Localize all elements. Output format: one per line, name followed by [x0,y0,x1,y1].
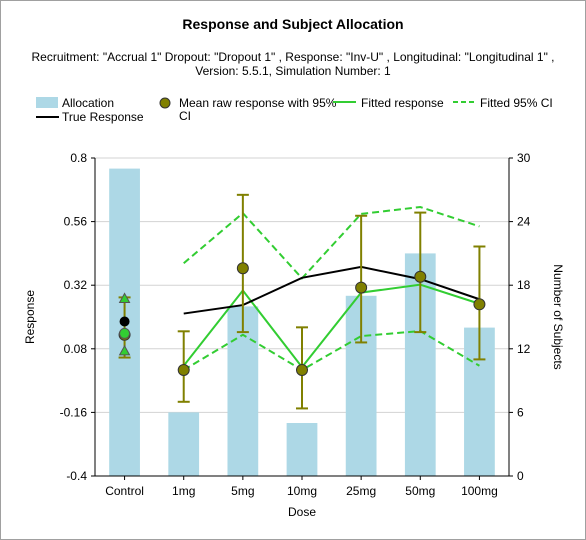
x-tick-label: 50mg [405,484,435,498]
legend-allocation-label: Allocation [62,96,114,110]
y2-tick-label: 30 [517,151,531,165]
x-tick-label: 5mg [231,484,254,498]
y2-tick-label: 6 [517,405,524,419]
legend-ci-label: Fitted 95% CI [480,96,553,110]
legend-mean-marker [159,97,171,109]
y-tick-label: 0.32 [64,278,88,292]
y-tick-label: 0.8 [70,151,87,165]
chart-title: Response and Subject Allocation [182,16,404,32]
control-true-response-marker [119,316,130,327]
y2-tick-label: 18 [517,278,531,292]
fitted-ci-lower-line [183,330,480,372]
mean-response-marker [296,364,308,376]
y2-axis-title: Number of Subjects [551,264,565,369]
mean-response-marker [177,364,190,376]
fitted-ci-upper-line [183,206,480,280]
allocation-bar [286,423,318,476]
y-axis-title: Response [23,290,37,344]
y2-tick-label: 0 [517,469,524,483]
allocation-bar [168,412,200,476]
y-tick-label: -0.16 [60,405,88,419]
x-tick-label: 10mg [287,484,317,498]
y-tick-label: 0.08 [64,342,88,356]
control-fitted-ci-lower-marker [118,344,131,356]
x-tick-label: 25mg [346,484,376,498]
mean-response-marker [473,298,486,311]
x-tick-label: 1mg [172,484,195,498]
y2-tick-label: 12 [517,342,531,356]
mean-response-marker [414,270,427,283]
legend-mean-label: Mean raw response with 95% CI [179,96,337,123]
control-fitted-response-marker [119,327,131,339]
true-response-line [183,265,480,315]
y2-tick-label: 24 [517,215,531,229]
legend-allocation-swatch [36,97,58,108]
y-tick-label: 0.56 [64,215,88,229]
mean-response-marker [236,262,249,275]
control-fitted-ci-upper-marker [118,292,131,303]
chart-subtitle: Recruitment: "Accrual 1" Dropout: "Dropo… [31,50,555,78]
mean-response-marker [355,281,368,294]
x-tick-label: 100mg [461,484,498,498]
fitted-response-line [182,283,480,369]
legend-fitted-label: Fitted response [361,96,444,110]
legend-true-label: True Response [62,110,144,124]
x-tick-label: Control [105,484,144,498]
x-axis-title: Dose [288,505,316,519]
y-tick-label: -0.4 [66,469,87,483]
